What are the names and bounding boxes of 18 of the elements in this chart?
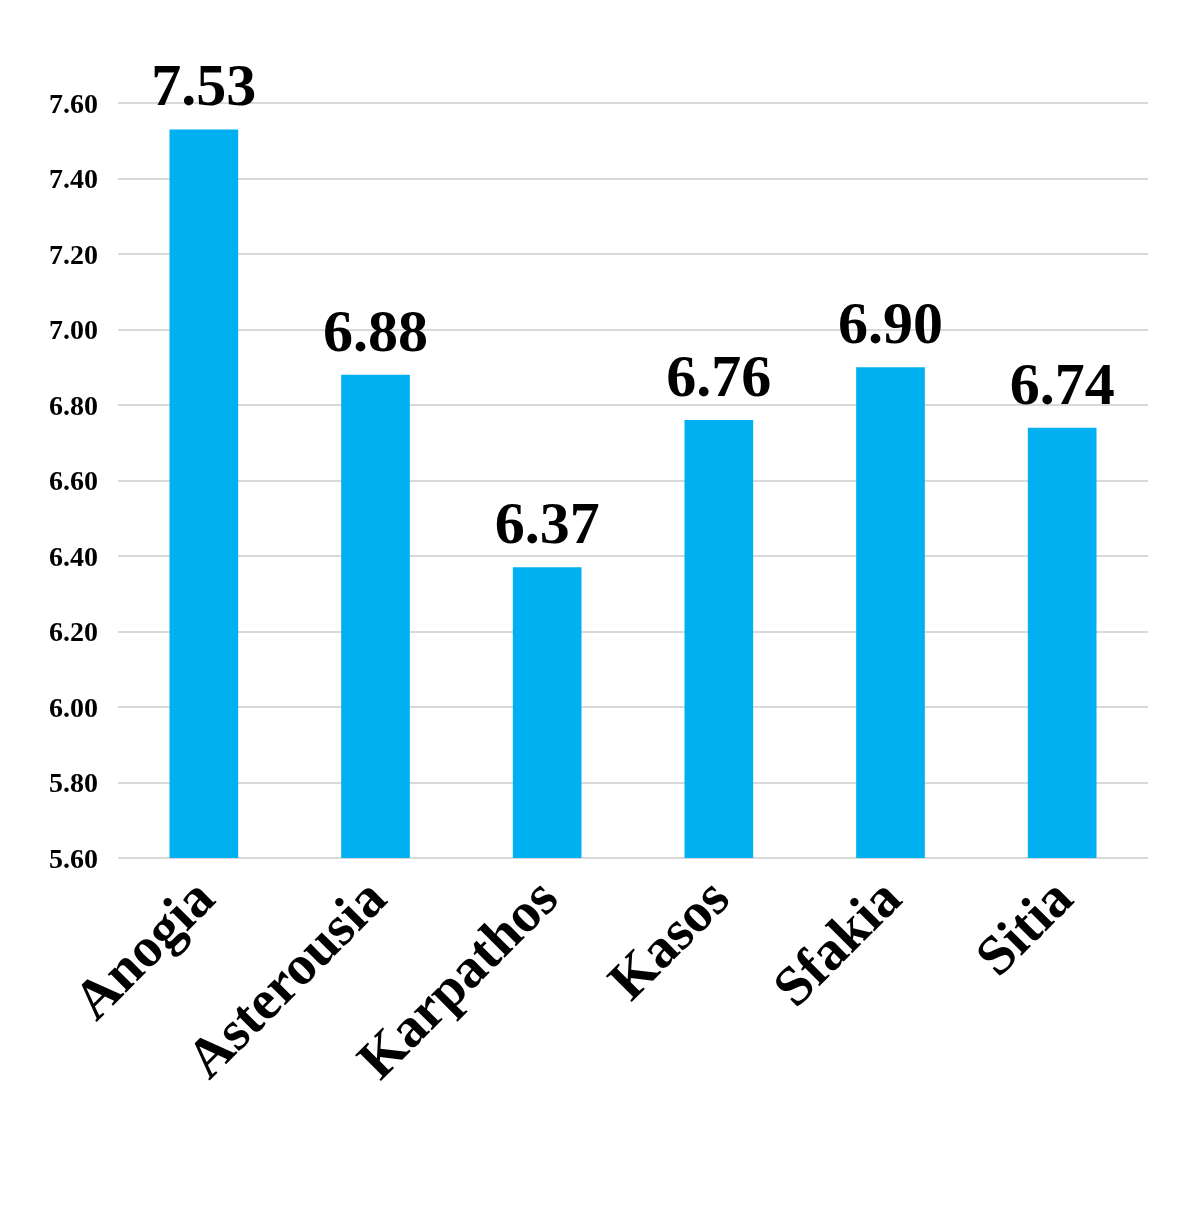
y-tick-label: 7.00 [49, 314, 98, 345]
data-label: 6.37 [494, 490, 600, 557]
y-tick-label: 6.80 [49, 389, 98, 421]
y-tick-label: 7.60 [49, 87, 98, 119]
y-tick-label: 6.60 [49, 465, 98, 496]
data-label: 6.76 [666, 343, 772, 410]
data-label: 6.90 [838, 290, 943, 357]
data-label: 7.53 [151, 52, 257, 119]
y-tick-label: 6.40 [49, 540, 98, 572]
y-tick-label: 5.60 [49, 842, 98, 874]
y-tick-label: 7.40 [49, 163, 98, 194]
y-tick-label: 5.80 [49, 767, 98, 798]
data-label: 6.74 [1009, 350, 1115, 417]
y-tick-label: 7.20 [49, 238, 98, 270]
y-tick-label: 6.00 [49, 691, 98, 723]
x-tick-label: Sitia [963, 866, 1085, 987]
data-label: 6.88 [323, 297, 428, 364]
y-tick-label: 6.20 [49, 616, 98, 647]
